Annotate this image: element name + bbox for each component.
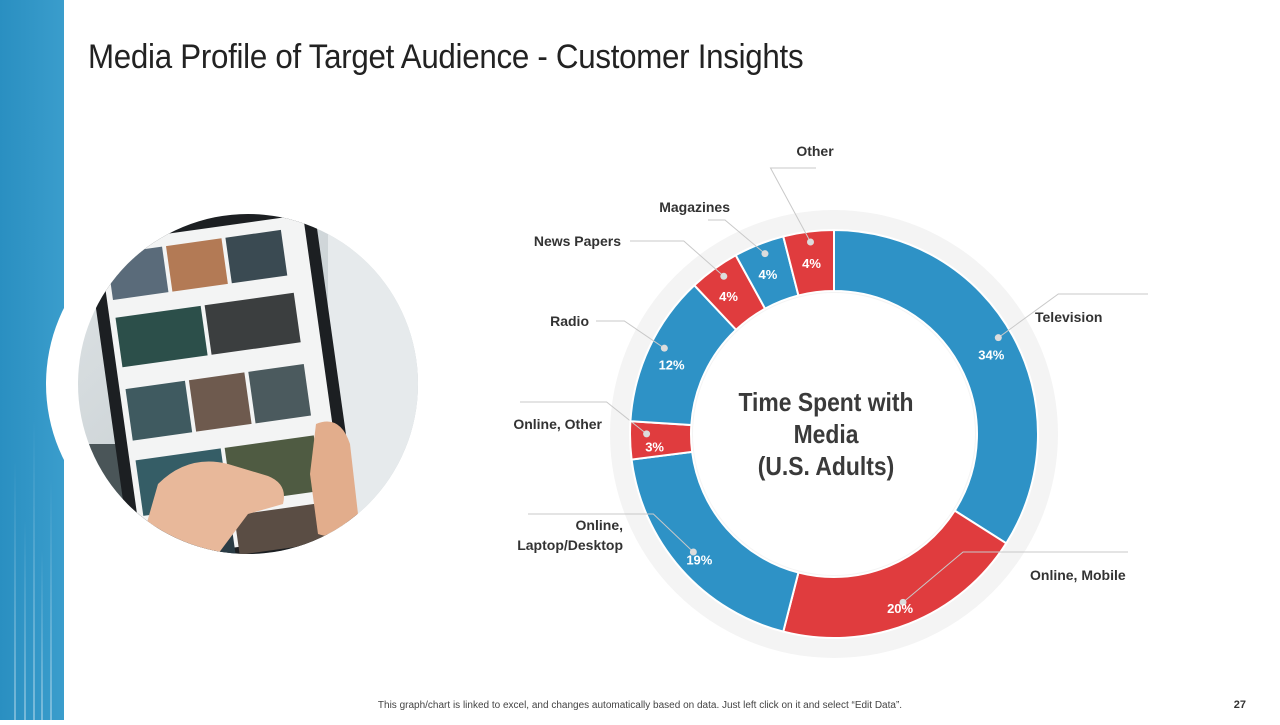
donut-hole [693, 293, 975, 575]
category-label-other: Other [796, 143, 834, 159]
slide-title: Media Profile of Target Audience - Custo… [88, 38, 804, 76]
pct-label-television: 34% [978, 348, 1004, 363]
chart-center-title: Time Spent with Media (U.S. Adults) [720, 386, 931, 482]
category-label-online-other: Online, Other [513, 416, 602, 432]
leader-dot-online-mobile [899, 598, 907, 606]
pct-label-online-other: 3% [645, 440, 664, 455]
phone-photo [78, 214, 418, 554]
leader-dot-news-papers [720, 272, 728, 280]
leader-line-online-other [520, 401, 647, 435]
leader-dot-online-laptop-desktop [689, 548, 697, 556]
category-label-online-laptop-desktop-line-1: Online, [576, 517, 623, 533]
leader-line-radio [596, 320, 665, 349]
pct-label-radio: 12% [659, 358, 685, 373]
pct-label-magazines: 4% [759, 267, 778, 282]
chart-center-title-line-1: Time Spent with [738, 387, 914, 417]
leader-dot-other [807, 238, 814, 246]
category-label-magazines: Magazines [659, 199, 730, 215]
category-label-news-papers: News Papers [534, 233, 621, 249]
pct-label-online-laptop-desktop: 19% [686, 553, 712, 568]
leader-line-television [998, 293, 1148, 339]
chart-center-title-line-2: Media [793, 419, 859, 449]
leader-line-online-mobile [902, 551, 1128, 603]
leader-dot-online-other [643, 430, 651, 438]
phone-photo-illustration [78, 214, 418, 554]
leader-line-online-laptop-desktop [528, 513, 694, 553]
pct-label-online-mobile: 20% [887, 601, 913, 616]
leader-line-magazines [708, 219, 766, 255]
category-label-online-laptop-desktop-line-2: Laptop/Desktop [517, 537, 623, 553]
page-number: 27 [1233, 699, 1246, 711]
slice-television[interactable] [833, 228, 1039, 545]
leader-line-news-papers [630, 240, 725, 277]
pct-label-news-papers: 4% [719, 289, 738, 304]
slice-other[interactable] [782, 228, 835, 297]
footer-note: This graph/chart is linked to excel, and… [377, 700, 903, 711]
category-label-radio: Radio [550, 313, 589, 329]
leader-line-other [769, 167, 816, 243]
leader-dot-magazines [761, 250, 769, 258]
chart-center-title-line-3: (U.S. Adults) [757, 451, 895, 481]
leader-dot-television [994, 334, 1002, 342]
category-label-television: Television [1035, 309, 1102, 325]
category-label-online-mobile: Online, Mobile [1030, 567, 1126, 583]
pct-label-other: 4% [802, 256, 821, 271]
leader-dot-radio [660, 344, 668, 352]
